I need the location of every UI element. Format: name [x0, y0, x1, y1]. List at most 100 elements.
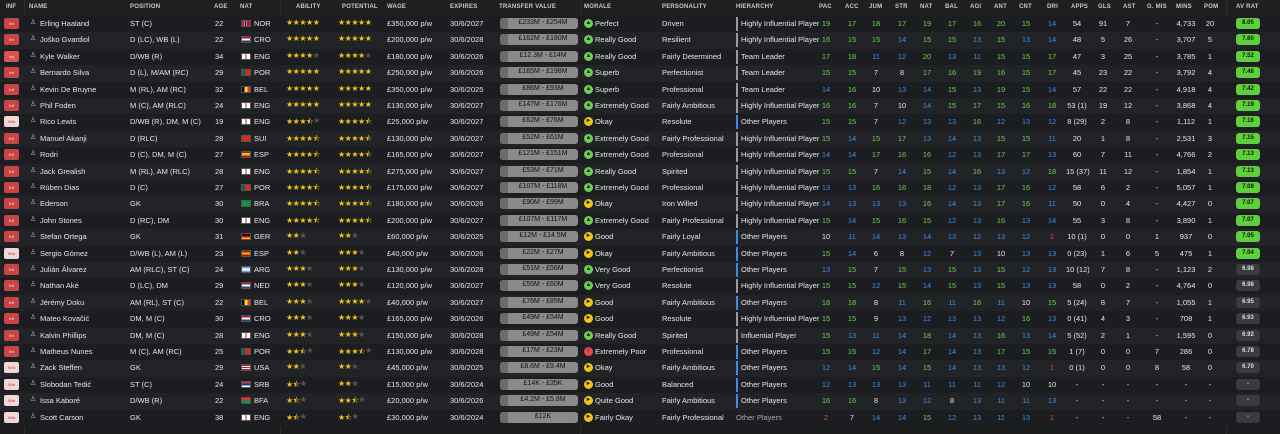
inf-badge[interactable]: Inf	[4, 296, 19, 308]
col-mins[interactable]: MINS	[1176, 4, 1192, 10]
table-row[interactable]: Inf ♙ Rodri D (C), DM, M (C) 27 ESP ★★★★⯪ ★★★★⯪…	[0, 147, 1280, 164]
player-name[interactable]: Jérémy Doku	[40, 297, 85, 307]
inf-badge[interactable]: Inf	[4, 18, 19, 29]
inf-badge[interactable]: Wnt	[4, 362, 19, 374]
inf-badge[interactable]: Inf	[4, 100, 19, 111]
player-name[interactable]: Jack Grealish	[40, 166, 86, 176]
player-name[interactable]: Issa Kaboré	[40, 396, 81, 406]
player-name[interactable]: Erling Haaland	[40, 19, 90, 28]
col-ast[interactable]: AST	[1123, 4, 1136, 10]
col-gls[interactable]: GLS	[1098, 4, 1111, 10]
table-row[interactable]: Inf ♙ Manuel Akanji D (RLC) 28 SUI ★★★★⯪ ★★★★⯪ £…	[0, 130, 1280, 148]
inf-badge[interactable]: Inf	[4, 149, 19, 161]
inf-badge[interactable]: Inf	[4, 231, 19, 243]
inf-badge[interactable]: Wnt	[4, 116, 19, 128]
inf-badge[interactable]: Wnt	[4, 411, 19, 423]
col-wage[interactable]: WAGE	[387, 4, 407, 10]
player-name[interactable]: Mateo Kovačić	[40, 314, 90, 324]
inf-badge[interactable]: Inf	[4, 182, 19, 193]
table-row[interactable]: Wnt ♙ Scott Carson GK 38 ENG ★⯪ ★ ★ ★ ★⯪ ★ ★ ★ £30,000…	[0, 409, 1280, 426]
col-inf[interactable]: INF	[6, 4, 17, 10]
table-row[interactable]: Inf ♙ Ederson GK 30 BRA ★★★★⯪ ★★★★⯪ £180,000 p/w…	[0, 196, 1280, 213]
inf-badge[interactable]: Wnt	[4, 378, 19, 390]
player-name[interactable]: Kalvin Phillips	[40, 330, 87, 340]
player-name[interactable]: Matheus Nunes	[40, 347, 93, 356]
inf-badge[interactable]: Inf	[4, 214, 19, 226]
inf-badge[interactable]: Inf	[4, 313, 19, 325]
player-name[interactable]: Bernardo Silva	[40, 68, 90, 78]
player-name[interactable]: Kyle Walker	[40, 51, 80, 61]
table-row[interactable]: Inf ♙ Joško Gvardiol D (LC), WB (L) 22 CRO ★★★…	[0, 32, 1280, 49]
col-avrat[interactable]: AV RAT	[1236, 4, 1259, 10]
table-row[interactable]: Inf ♙ Jack Grealish M (RL), AM (RLC) 28 ENG ★★…	[0, 163, 1280, 180]
player-name[interactable]: Stefan Ortega	[40, 232, 87, 242]
inf-badge[interactable]: Inf	[4, 34, 19, 46]
col-ant[interactable]: ANT	[994, 4, 1007, 10]
player-name[interactable]: Scott Carson	[40, 412, 84, 422]
table-row[interactable]: Wnt ♙ Zack Steffen GK 29 USA ★★ ★ ★ ★ ★★ ★ ★ ★ £45,000…	[0, 360, 1280, 377]
table-row[interactable]: Inf ♙ Jérémy Doku AM (RL), ST (C) 22 BEL ★★★ ★ ★…	[0, 294, 1280, 312]
inf-badge[interactable]: Inf	[4, 264, 19, 275]
table-row[interactable]: Wnt ♙ Slobodan Tedić ST (C) 24 SRB ★⯪ ★ ★ ★ ★★ ★ ★ ★ £…	[0, 376, 1280, 394]
player-name[interactable]: Phil Foden	[40, 101, 76, 110]
col-hierarchy[interactable]: HIERARCHY	[736, 4, 774, 10]
table-row[interactable]: Inf ♙ Bernardo Silva D (L), M/AM (RC) 29 POR ★…	[0, 65, 1280, 82]
player-name[interactable]: Manuel Akanji	[40, 133, 87, 143]
col-transfer-value[interactable]: TRANSFER VALUE	[499, 4, 557, 10]
inf-badge[interactable]: Wnt	[4, 395, 19, 407]
table-row[interactable]: Inj ♙ Kyle Walker D/WB (R) 34 ENG ★★★★ ★ ★★★★ ★ £1…	[0, 48, 1280, 66]
col-str[interactable]: STR	[895, 4, 908, 10]
table-row[interactable]: Inf ♙ Phil Foden M (C), AM (RLC) 24 ENG ★★★★★ ★…	[0, 98, 1280, 115]
inf-badge[interactable]: Inf	[4, 83, 19, 95]
table-row[interactable]: Wnt ♙ Sergio Gómez D/WB (L), AM (L) 23 ESP ★★ ★…	[0, 245, 1280, 262]
table-row[interactable]: Inf ♙ Rúben Dias D (C) 27 POR ★★★★⯪ ★★★★⯪ £175,0…	[0, 180, 1280, 197]
inf-badge[interactable]: Inf	[4, 280, 19, 292]
table-row[interactable]: Inf ♙ Nathan Aké D (LC), DM 29 NED ★★★ ★ ★ ★★★ ★ ★ £…	[0, 278, 1280, 295]
col-age[interactable]: AGE	[214, 4, 228, 10]
col-pac[interactable]: PAC	[819, 4, 832, 10]
inf-badge[interactable]: Inf	[4, 132, 19, 144]
col-acc[interactable]: ACC	[845, 4, 859, 10]
player-name[interactable]: John Stones	[40, 215, 82, 225]
player-name[interactable]: Nathan Aké	[40, 281, 79, 291]
col-dri[interactable]: DRI	[1047, 4, 1058, 10]
table-row[interactable]: Inf ♙ Erling Haaland ST (C) 22 NOR ★★★★★ ★★★★★ £…	[0, 16, 1280, 33]
col-gmis[interactable]: G. MIS	[1147, 4, 1167, 10]
col-bal[interactable]: BAL	[945, 4, 958, 10]
col-cnt[interactable]: CNT	[1019, 4, 1032, 10]
table-row[interactable]: Wnt ♙ Issa Kaboré D/WB (R) 22 BFA ★⯪ ★ ★ ★ ★★⯪ ★ ★ £2…	[0, 393, 1280, 410]
inf-badge[interactable]: Inf	[4, 67, 19, 79]
inf-badge[interactable]: Wnt	[4, 247, 19, 259]
table-row[interactable]: Inf ♙ John Stones D (RC), DM 30 ENG ★★★★⯪ ★★★★⯪…	[0, 212, 1280, 230]
col-name[interactable]: NAME	[29, 4, 48, 10]
player-name[interactable]: Zack Steffen	[40, 363, 82, 373]
table-row[interactable]: Inf ♙ Matheus Nunes M (C), AM (RC) 25 POR ★★⯪ ★…	[0, 344, 1280, 361]
col-nat[interactable]: NAT	[240, 4, 253, 10]
inf-badge[interactable]: Inf	[4, 198, 19, 210]
table-row[interactable]: Inf ♙ Julián Álvarez AM (RLC), ST (C) 24 ARG ★…	[0, 262, 1280, 279]
col-nat2[interactable]: NAT	[920, 4, 933, 10]
col-personality[interactable]: PERSONALITY	[662, 4, 707, 10]
col-pom[interactable]: POM	[1204, 4, 1219, 10]
inf-badge[interactable]: Inj	[4, 50, 19, 62]
col-morale[interactable]: MORALE	[584, 4, 612, 10]
player-name[interactable]: Slobodan Tedić	[40, 379, 92, 389]
col-agi[interactable]: AGI	[970, 4, 982, 10]
table-row[interactable]: Inf ♙ Mateo Kovačić DM, M (C) 30 CRO ★★★ ★ ★ ★★★ ★…	[0, 311, 1280, 328]
table-row[interactable]: Inf ♙ Stefan Ortega GK 31 GER ★★ ★ ★ ★ ★★ ★ ★ ★ £60,00…	[0, 229, 1280, 246]
inf-badge[interactable]: Inf	[4, 165, 19, 177]
inf-badge[interactable]: Inf	[4, 329, 19, 341]
col-potential[interactable]: POTENTIAL	[342, 4, 378, 10]
player-name[interactable]: Rico Lewis	[40, 117, 77, 127]
player-name[interactable]: Julián Álvarez	[40, 265, 87, 274]
col-apps[interactable]: APPS	[1071, 4, 1089, 10]
table-row[interactable]: Wnt ♙ Rico Lewis D/WB (R), DM, M (C) 19 ENG ★★…	[0, 114, 1280, 131]
col-expires[interactable]: EXPIRES	[450, 4, 478, 10]
player-name[interactable]: Rúben Dias	[40, 183, 80, 192]
player-name[interactable]: Kevin De Bruyne	[40, 84, 97, 94]
table-row[interactable]: Inf ♙ Kevin De Bruyne M (RL), AM (RC) 32 BEL ★…	[0, 81, 1280, 98]
col-jum[interactable]: JUM	[869, 4, 883, 10]
player-name[interactable]: Joško Gvardiol	[40, 35, 90, 45]
col-ability[interactable]: ABILITY	[296, 4, 321, 10]
player-name[interactable]: Ederson	[40, 199, 68, 209]
